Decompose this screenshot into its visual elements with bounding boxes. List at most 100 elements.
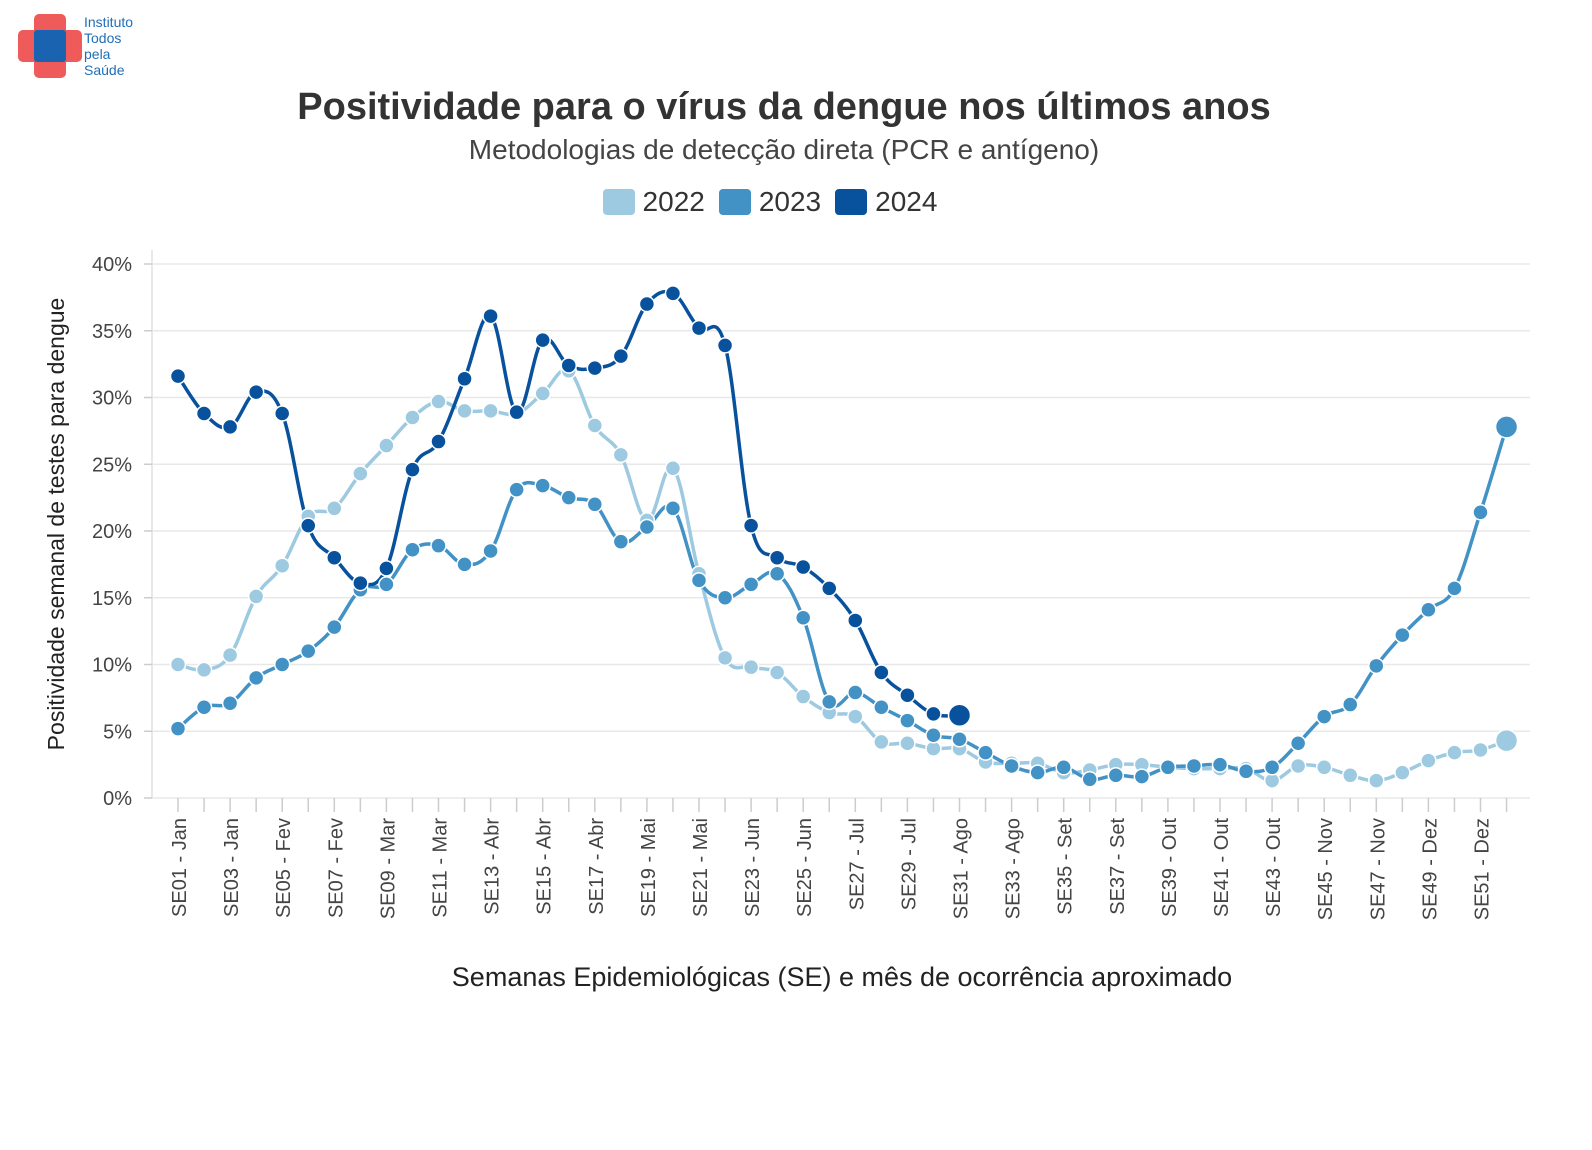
data-point-2023: [1315, 708, 1333, 725]
data-point-2023: [482, 542, 499, 560]
series-line-2023: [176, 426, 1509, 782]
data-point-2022: [873, 733, 890, 751]
x-axis-title: Semanas Epidemiológicas (SE) e mês de oc…: [452, 962, 1232, 992]
series-points: [169, 285, 1519, 789]
cross-logo-icon: [18, 14, 82, 78]
x-tick-label: SE49 - Dez: [1419, 818, 1441, 920]
y-tick-label: 10%: [92, 655, 132, 677]
data-point-2024: [716, 337, 734, 354]
x-tick-label: SE31 - Ago: [951, 818, 973, 919]
y-tick-label: 5%: [103, 721, 132, 743]
x-tick-label: SE09 - Mar: [377, 818, 399, 919]
x-tick-label: SE07 - Fev: [325, 818, 347, 918]
y-tick-label: 30%: [92, 388, 132, 410]
legend-swatch-2022: [602, 189, 635, 215]
data-point-2022: [1289, 757, 1307, 775]
data-point-2023: [1446, 580, 1463, 597]
data-point-2023: [1081, 771, 1098, 788]
x-tick-label: SE51 - Dez: [1472, 818, 1494, 920]
y-tick-label: 35%: [92, 321, 132, 343]
data-point-2023: [1107, 767, 1125, 784]
x-tick-label: SE19 - Mai: [638, 818, 660, 917]
data-point-2022: [612, 446, 630, 464]
data-point-2024: [430, 433, 447, 450]
y-tick-label: 20%: [92, 521, 132, 543]
data-point-2023: [690, 572, 708, 589]
data-point-2023: [1159, 759, 1177, 776]
legend-item-2024: 2024: [835, 186, 937, 218]
data-point-2023: [1237, 763, 1255, 780]
data-point-2023: [534, 477, 551, 494]
data-point-2023: [1494, 415, 1519, 439]
data-point-2022: [378, 437, 395, 454]
data-point-2022: [586, 417, 604, 434]
data-point-2022: [221, 646, 239, 664]
data-point-2023: [847, 684, 864, 701]
data-point-2022: [1494, 728, 1519, 753]
data-point-2023: [404, 541, 421, 558]
data-point-2024: [534, 331, 551, 349]
data-point-2023: [951, 731, 968, 748]
legend-item-2022: 2022: [602, 186, 705, 218]
legend-label-2024: 2024: [875, 186, 938, 217]
data-point-2024: [273, 405, 291, 422]
data-point-2024: [742, 517, 760, 534]
gridlines: [152, 263, 1530, 799]
data-point-2024: [899, 686, 916, 704]
data-point-2023: [977, 744, 994, 761]
legend-item-2023: 2023: [718, 186, 822, 218]
data-point-2023: [586, 496, 604, 513]
x-axis: SE01 - Jan SE03 - Jan SE05 - Fev SE07 - Fev…: [169, 798, 1508, 920]
data-point-2024: [352, 574, 369, 592]
data-point-2024: [794, 558, 812, 576]
data-point-2023: [664, 500, 682, 517]
data-point-2022: [768, 664, 786, 681]
data-point-2024: [664, 285, 682, 302]
data-point-2023: [899, 712, 916, 729]
data-point-2022: [195, 661, 213, 679]
data-point-2024: [947, 703, 972, 727]
x-tick-label: SE13 - Abr: [482, 818, 504, 915]
data-point-2024: [300, 517, 317, 534]
x-tick-label: SE05 - Fev: [273, 818, 295, 918]
x-tick-label: SE29 - Jul: [898, 818, 920, 910]
chart-title: Positividade para o vírus da dengue nos …: [297, 86, 1271, 128]
legend: 2022 2023 2024: [0, 186, 1540, 218]
data-point-2024: [586, 359, 604, 377]
data-point-2023: [195, 698, 213, 716]
y-tick-label: 40%: [92, 254, 132, 276]
data-point-2022: [430, 393, 447, 410]
x-tick-label: SE11 - Mar: [430, 818, 452, 918]
data-point-2023: [1368, 657, 1385, 675]
y-axis: 0% 5% 10% 15% 20% 25% 30% 35% 40%: [92, 250, 153, 810]
data-point-2023: [873, 698, 890, 716]
data-point-2024: [638, 295, 656, 313]
legend-swatch-2023: [718, 189, 751, 215]
data-point-2022: [352, 465, 369, 482]
data-point-2022: [482, 402, 499, 420]
data-point-2022: [1368, 772, 1385, 789]
data-point-2022: [794, 688, 812, 705]
data-point-2023: [1420, 601, 1437, 619]
data-point-2022: [899, 735, 916, 752]
data-point-2024: [560, 357, 577, 374]
x-tick-label: SE01 - Jan: [169, 818, 191, 917]
data-point-2022: [273, 557, 291, 574]
data-point-2023: [1029, 764, 1046, 781]
x-tick-label: SE45 - Nov: [1315, 818, 1337, 920]
x-tick-label: SE37 - Set: [1107, 818, 1129, 915]
data-point-2023: [1289, 735, 1307, 752]
legend-label-2023: 2023: [758, 186, 822, 217]
data-point-2023: [1055, 759, 1072, 776]
data-point-2024: [821, 580, 838, 597]
data-point-2023: [1211, 756, 1229, 773]
data-point-2023: [1133, 768, 1151, 785]
data-point-2022: [534, 385, 551, 402]
data-point-2024: [508, 403, 525, 421]
data-point-2023: [221, 694, 239, 712]
data-point-2024: [873, 664, 890, 681]
data-point-2022: [742, 658, 760, 676]
data-point-2023: [768, 565, 786, 582]
x-tick-label: SE33 - Ago: [1003, 818, 1025, 919]
data-point-2022: [326, 500, 343, 517]
